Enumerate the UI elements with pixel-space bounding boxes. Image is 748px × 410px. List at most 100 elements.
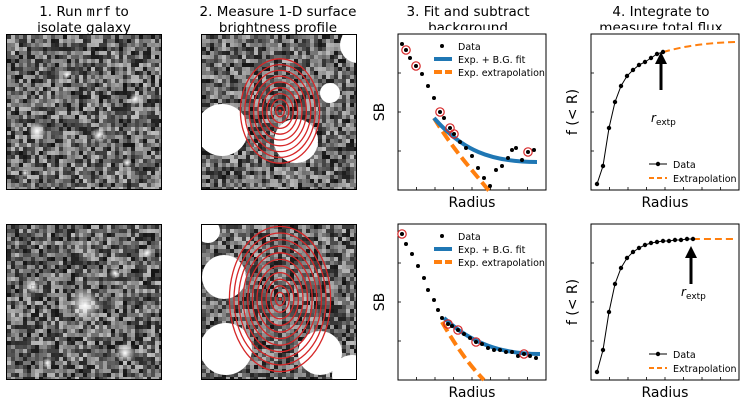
data-point bbox=[456, 328, 460, 332]
sb-axis-xlabel: Radius bbox=[449, 385, 496, 401]
legend-data-label: Data bbox=[673, 160, 696, 171]
data-point bbox=[500, 164, 504, 168]
rextp-subscript: extp bbox=[656, 118, 676, 128]
data-point bbox=[526, 150, 530, 154]
data-point bbox=[448, 126, 452, 130]
flux-axis-ylabel: f (< R) bbox=[565, 279, 581, 325]
data-point bbox=[482, 176, 486, 180]
data-point bbox=[486, 346, 490, 350]
flux-curve-bottom: f (< R) Radius rextp Data Extrapolation bbox=[565, 220, 745, 410]
data-point bbox=[613, 282, 617, 286]
data-point bbox=[432, 96, 436, 100]
flux-axis-xlabel: Radius bbox=[642, 385, 689, 401]
data-point bbox=[691, 237, 695, 241]
data-point bbox=[510, 148, 514, 152]
flux-axis-ylabel: f (< R) bbox=[565, 89, 581, 135]
legend-data-label: Data bbox=[458, 42, 481, 53]
rextp-arrowhead bbox=[685, 246, 697, 258]
data-point bbox=[414, 64, 418, 68]
data-point bbox=[595, 370, 599, 374]
data-point bbox=[643, 243, 647, 247]
data-point bbox=[452, 132, 456, 136]
data-point bbox=[404, 242, 408, 246]
data-point bbox=[673, 238, 677, 242]
raw-image-bottom bbox=[6, 224, 162, 380]
data-point bbox=[619, 84, 623, 88]
legend-data-marker bbox=[656, 162, 660, 166]
fit-line bbox=[444, 318, 540, 354]
title-step-2: 2. Measure 1-D surface brightness profil… bbox=[190, 4, 366, 36]
data-point bbox=[637, 63, 641, 67]
data-point bbox=[440, 316, 444, 320]
noise-field-top bbox=[7, 35, 162, 190]
data-point bbox=[446, 322, 450, 326]
data-point bbox=[613, 100, 617, 104]
data-point bbox=[498, 348, 502, 352]
data-point bbox=[522, 352, 526, 356]
legend-data-label: Data bbox=[458, 232, 481, 243]
data-point bbox=[649, 241, 653, 245]
raw-image-top bbox=[6, 34, 162, 190]
data-point bbox=[661, 239, 665, 243]
data-point bbox=[655, 52, 659, 56]
data-point bbox=[442, 116, 446, 120]
title-step-1: 1. Run mrf to isolate galaxy bbox=[6, 4, 162, 36]
data-point bbox=[420, 72, 424, 76]
data-point bbox=[528, 354, 532, 358]
data-point bbox=[470, 154, 474, 158]
noise-field-bottom-masked bbox=[202, 225, 357, 380]
data-point bbox=[637, 246, 641, 250]
data-point bbox=[408, 56, 412, 60]
data-point bbox=[474, 340, 478, 344]
data-point bbox=[514, 146, 518, 150]
rextp-label: rextp bbox=[681, 285, 706, 302]
data-point bbox=[534, 356, 538, 360]
data-point bbox=[506, 156, 510, 160]
data-point bbox=[601, 164, 605, 168]
data-point bbox=[685, 237, 689, 241]
data-point bbox=[464, 146, 468, 150]
legend-fit-label: Exp. + B.G. fit bbox=[458, 55, 526, 66]
legend-data-marker bbox=[656, 352, 660, 356]
data-point bbox=[520, 158, 524, 162]
legend-data-label: Data bbox=[673, 350, 696, 361]
sb-axis-xlabel: Radius bbox=[449, 195, 496, 211]
noise-field-bottom bbox=[7, 225, 162, 380]
data-point bbox=[631, 250, 635, 254]
flux-axis-xlabel: Radius bbox=[642, 195, 689, 211]
sb-axis-ylabel: SB bbox=[372, 103, 388, 122]
data-point bbox=[601, 348, 605, 352]
data-point bbox=[416, 264, 420, 268]
legend-extrap-label: Exp. extrapolation bbox=[458, 258, 545, 269]
data-point bbox=[595, 182, 599, 186]
data-point bbox=[607, 310, 611, 314]
data-point bbox=[631, 68, 635, 72]
data-point bbox=[458, 140, 462, 144]
data-point bbox=[667, 239, 671, 243]
data-point bbox=[643, 60, 647, 64]
data-point bbox=[404, 48, 408, 52]
sb-axis-ylabel: SB bbox=[372, 293, 388, 312]
noise-field-top-masked bbox=[202, 35, 357, 190]
legend-data-marker bbox=[440, 44, 444, 48]
data-point bbox=[432, 298, 436, 302]
data-point bbox=[532, 148, 536, 152]
data-point bbox=[426, 84, 430, 88]
data-point bbox=[488, 184, 492, 188]
data-point bbox=[410, 252, 414, 256]
legend-data-marker bbox=[440, 234, 444, 238]
data-point bbox=[426, 288, 430, 292]
data-point bbox=[492, 348, 496, 352]
data-point bbox=[468, 336, 472, 340]
data-point bbox=[422, 276, 426, 280]
data-point bbox=[619, 266, 623, 270]
data-point bbox=[625, 256, 629, 260]
legend-extrap-label: Extrapolation bbox=[673, 364, 737, 375]
data-point bbox=[494, 168, 498, 172]
rextp-label: rextp bbox=[651, 111, 676, 128]
data-point bbox=[649, 56, 653, 60]
masked-image-bottom bbox=[201, 224, 357, 380]
